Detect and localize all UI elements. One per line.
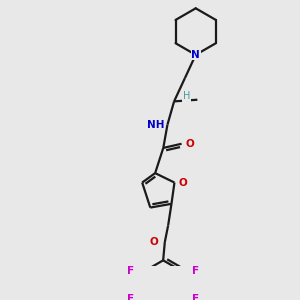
Text: F: F — [127, 294, 134, 300]
Text: F: F — [192, 294, 199, 300]
Text: O: O — [185, 139, 194, 149]
Text: O: O — [178, 178, 187, 188]
Text: NH: NH — [147, 120, 165, 130]
Text: O: O — [150, 237, 158, 247]
Text: F: F — [192, 266, 199, 276]
Text: N: N — [191, 50, 200, 60]
Text: F: F — [127, 266, 134, 276]
Text: H: H — [183, 92, 190, 101]
